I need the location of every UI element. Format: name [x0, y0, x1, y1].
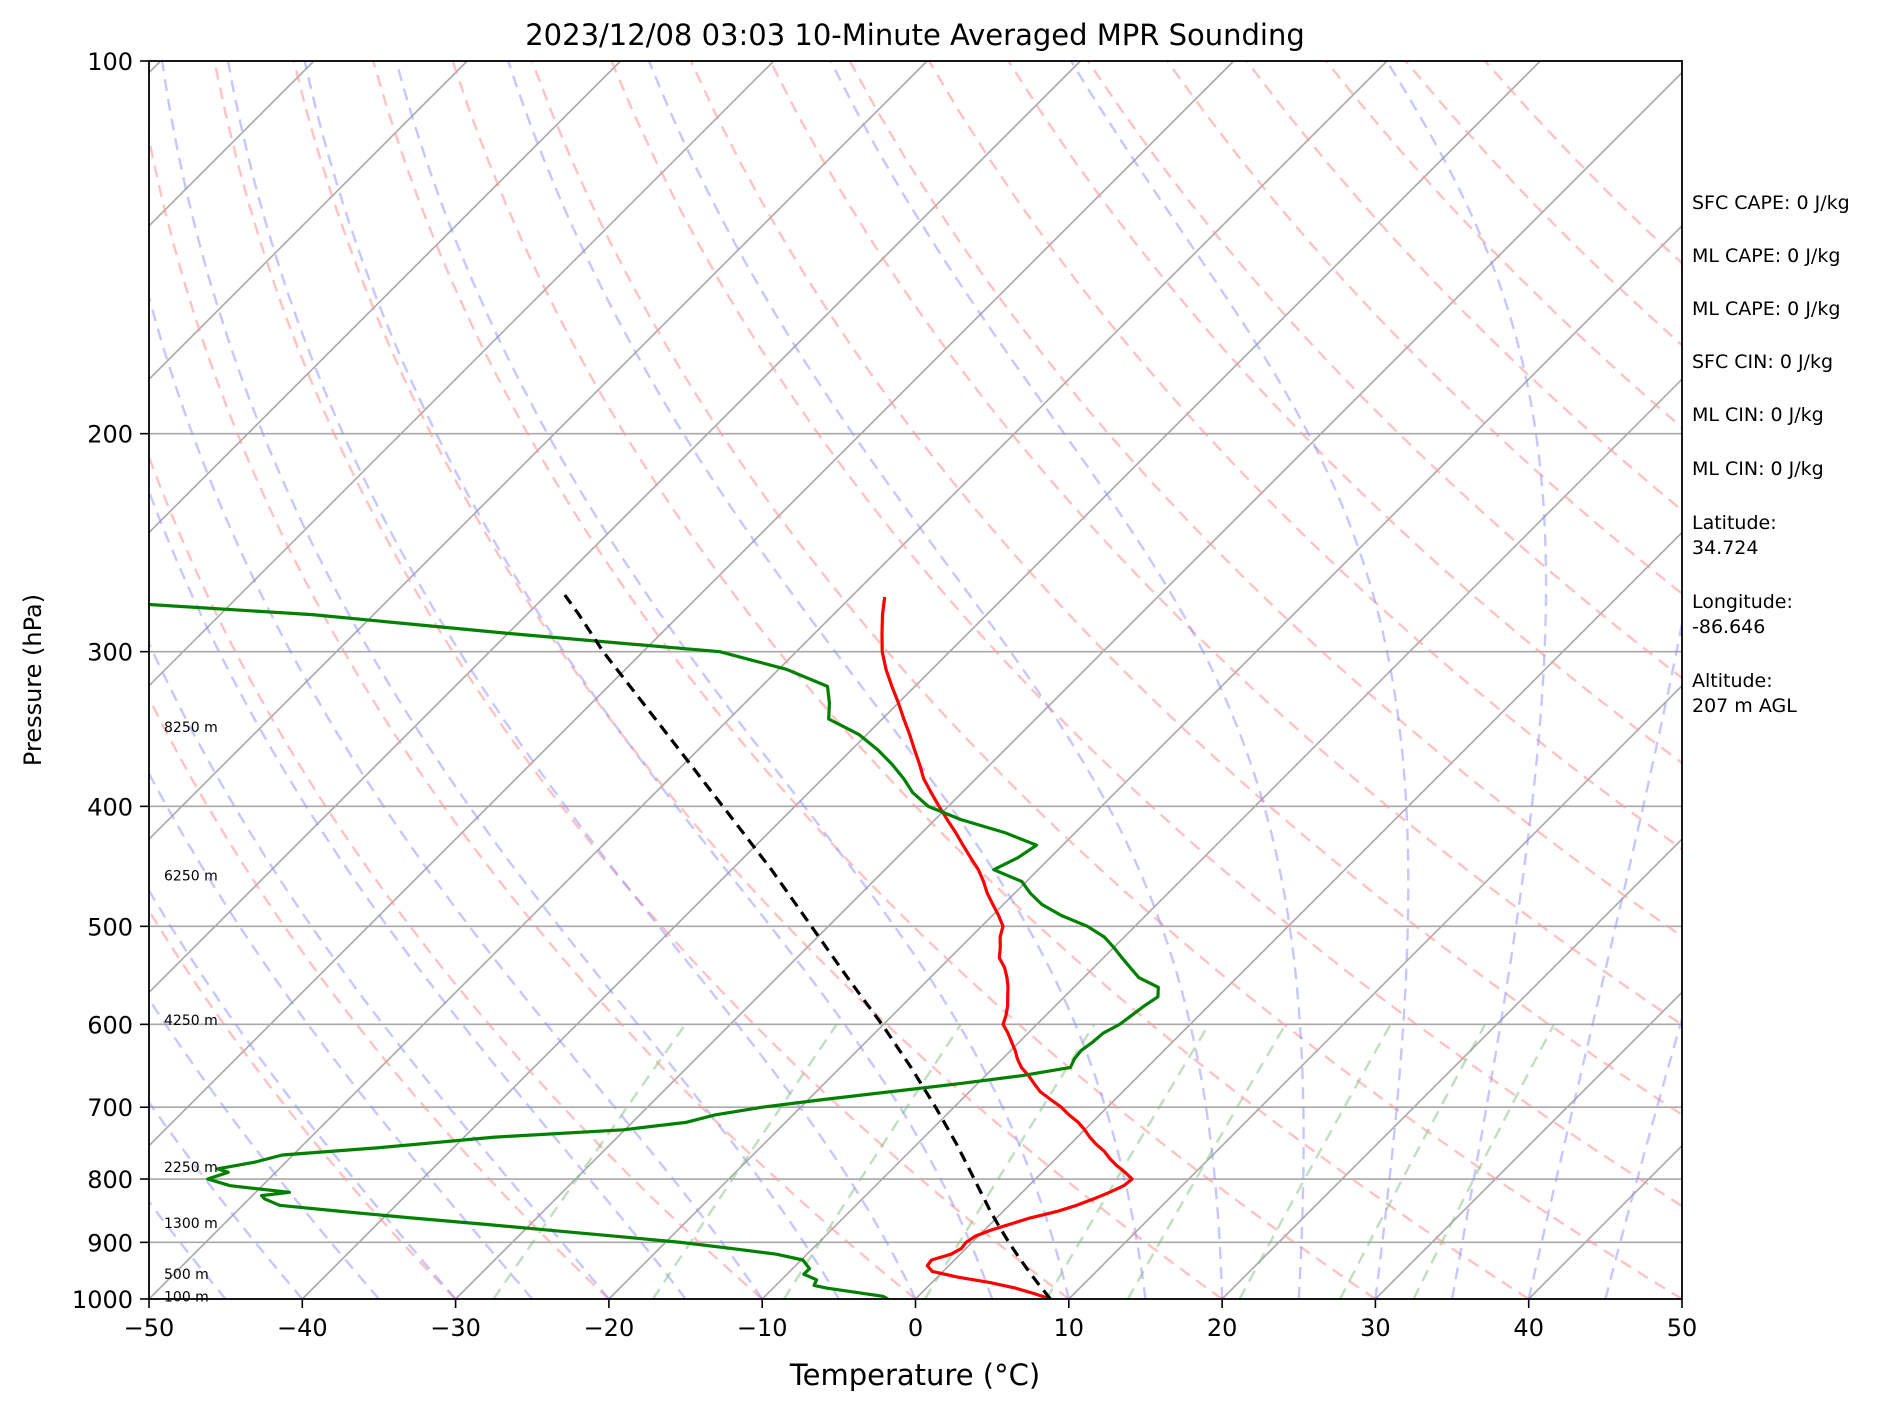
x-tick-label: 40	[1513, 1314, 1544, 1342]
mixing-ratio-line	[1045, 1023, 1210, 1299]
side-stat-text: SFC CAPE: 0 J/kg	[1692, 192, 1850, 214]
dewpoint-line	[149, 602, 1160, 1299]
height-label: 500 m	[164, 1267, 209, 1283]
isotherm-line	[149, 61, 622, 534]
dry-adiabat	[372, 61, 1377, 1299]
moist-adiabat	[1069, 61, 1410, 1299]
isotherm-line	[149, 61, 1081, 994]
mixing-ratio-line	[1238, 1023, 1392, 1299]
mixing-ratio-line	[1339, 1023, 1487, 1299]
isotherm-line	[608, 224, 1682, 1299]
y-tick-label: 700	[87, 1094, 133, 1122]
isotherm-line	[761, 378, 1682, 1299]
mixing-ratio-line	[651, 1023, 838, 1299]
mixing-ratio-line	[782, 1023, 962, 1299]
moist-adiabat	[1527, 617, 1682, 1299]
isotherm-line	[1068, 684, 1682, 1299]
moist-adiabat	[149, 888, 457, 1299]
isotherm-line	[149, 61, 928, 841]
parcel-line	[563, 594, 1052, 1299]
isotherm-line	[1374, 991, 1682, 1299]
chart-title: 2023/12/08 03:03 10-Minute Averaged MPR …	[525, 18, 1305, 52]
y-tick-label: 1000	[72, 1286, 133, 1314]
isotherm-line	[149, 61, 1235, 1147]
y-tick-label: 200	[87, 421, 133, 449]
isotherm-line	[149, 61, 1388, 1299]
mixing-ratio-line	[492, 1023, 687, 1299]
side-stat-text: SFC CIN: 0 J/kg	[1692, 351, 1833, 373]
moist-adiabat	[303, 61, 994, 1299]
isotherm-line	[914, 531, 1682, 1299]
moist-adiabat	[160, 61, 840, 1299]
moist-adiabat	[226, 61, 917, 1299]
x-tick-label: 10	[1054, 1314, 1085, 1342]
mixing-ratio-line	[923, 1023, 1096, 1299]
moist-adiabat	[507, 61, 1147, 1299]
height-label: 2250 m	[164, 1160, 218, 1176]
moist-adiabat	[395, 61, 1070, 1299]
moist-adiabat	[647, 61, 1224, 1299]
x-tick-label: −40	[277, 1314, 328, 1342]
moist-adiabat	[829, 61, 1305, 1299]
x-tick-label: −30	[430, 1314, 481, 1342]
moist-adiabat	[1604, 1014, 1682, 1299]
y-tick-label: 100	[87, 48, 133, 76]
x-tick-label: −10	[737, 1314, 788, 1342]
isotherm-line	[1221, 837, 1682, 1299]
y-tick-label: 600	[87, 1011, 133, 1039]
dry-adiabat	[149, 695, 610, 1299]
side-stat-text: ML CIN: 0 J/kg	[1692, 404, 1824, 426]
height-label: 100 m	[164, 1289, 209, 1305]
dry-adiabat	[149, 453, 763, 1299]
x-tick-label: 30	[1360, 1314, 1391, 1342]
side-stat-text: ML CIN: 0 J/kg	[1692, 458, 1824, 480]
x-tick-label: 20	[1207, 1314, 1238, 1342]
side-stat-text: Altitude: 207 m AGL	[1692, 670, 1797, 717]
height-label: 1300 m	[164, 1216, 218, 1232]
side-stat-text: ML CAPE: 0 J/kg	[1692, 245, 1840, 267]
dry-adiabat	[530, 61, 1682, 1299]
moist-adiabat	[149, 292, 764, 1299]
x-tick-label: 50	[1667, 1314, 1698, 1342]
side-stat-text: Longitude: -86.646	[1692, 591, 1793, 638]
isotherm-line	[301, 61, 1541, 1299]
x-tick-label: −20	[584, 1314, 635, 1342]
x-tick-label: −50	[124, 1314, 175, 1342]
y-axis-label: Pressure (hPa)	[19, 594, 47, 766]
dry-adiabat	[1166, 61, 1682, 596]
dry-adiabat	[292, 61, 1223, 1299]
moist-adiabat	[149, 1199, 227, 1299]
moist-adiabat	[149, 488, 687, 1299]
moist-adiabat	[1385, 61, 1548, 1299]
mixing-ratio-line	[1126, 1023, 1287, 1299]
mixing-ratio-line	[1412, 1023, 1556, 1299]
isotherm-line	[149, 61, 775, 687]
y-tick-label: 500	[87, 913, 133, 941]
height-label: 4250 m	[164, 1013, 218, 1029]
y-tick-label: 900	[87, 1229, 133, 1257]
dry-adiabat	[213, 61, 1070, 1299]
isotherm-line	[455, 71, 1682, 1299]
y-tick-label: 300	[87, 639, 133, 667]
y-tick-label: 400	[87, 793, 133, 821]
dry-adiabat	[149, 132, 917, 1299]
side-stat-text: ML CAPE: 0 J/kg	[1692, 298, 1840, 320]
isotherm-line	[149, 61, 468, 381]
y-tick-label: 800	[87, 1166, 133, 1194]
height-label: 8250 m	[164, 720, 218, 736]
x-tick-label: 0	[908, 1314, 923, 1342]
temperature-line	[880, 596, 1134, 1299]
side-stat-text: Latitude: 34.724	[1692, 512, 1777, 559]
x-axis-label: Temperature (°C)	[789, 1358, 1040, 1392]
height-label: 6250 m	[164, 869, 218, 885]
